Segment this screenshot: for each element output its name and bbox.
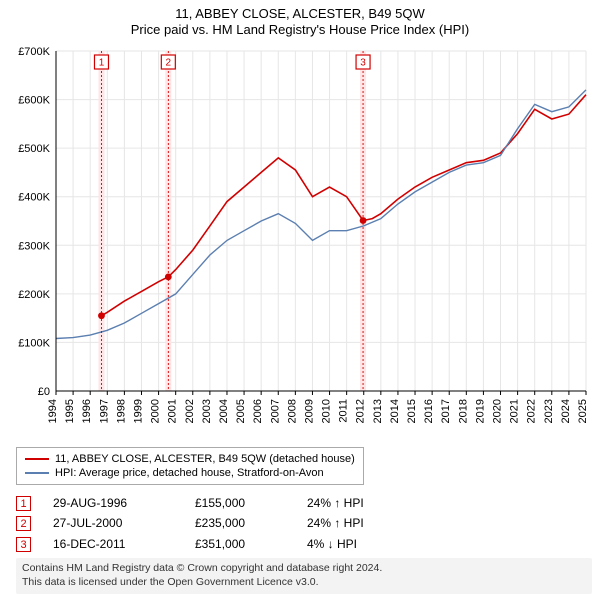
sale-date: 16-DEC-2011 bbox=[53, 534, 173, 554]
legend-item: HPI: Average price, detached house, Stra… bbox=[25, 466, 355, 480]
svg-text:£300K: £300K bbox=[18, 240, 50, 252]
svg-text:2001: 2001 bbox=[167, 399, 179, 423]
svg-text:2024: 2024 bbox=[560, 399, 572, 423]
svg-text:2009: 2009 bbox=[303, 399, 315, 423]
svg-text:1997: 1997 bbox=[98, 399, 110, 423]
sale-vs-hpi: 4% ↓ HPI bbox=[307, 534, 397, 554]
svg-text:2008: 2008 bbox=[286, 399, 298, 423]
svg-text:£500K: £500K bbox=[18, 143, 50, 155]
svg-text:2015: 2015 bbox=[406, 399, 418, 423]
footer-line2: This data is licensed under the Open Gov… bbox=[22, 576, 586, 590]
svg-text:1998: 1998 bbox=[115, 399, 127, 423]
svg-text:2011: 2011 bbox=[338, 399, 350, 423]
chart-title: 11, ABBEY CLOSE, ALCESTER, B49 5QW Price… bbox=[8, 6, 592, 39]
sale-date: 27-JUL-2000 bbox=[53, 513, 173, 533]
svg-text:3: 3 bbox=[360, 57, 366, 68]
svg-text:2019: 2019 bbox=[474, 399, 486, 423]
sale-price: £235,000 bbox=[195, 513, 285, 533]
svg-text:2016: 2016 bbox=[423, 399, 435, 423]
sale-marker: 1 bbox=[16, 496, 31, 511]
footer-line1: Contains HM Land Registry data © Crown c… bbox=[22, 562, 586, 576]
chart-svg: £0 £100K £200K £300K £400K £500K £600K £700K 1 2 3… bbox=[8, 43, 592, 443]
legend-label: 11, ABBEY CLOSE, ALCESTER, B49 5QW (deta… bbox=[55, 452, 355, 466]
svg-text:2010: 2010 bbox=[321, 399, 333, 423]
sale-date: 29-AUG-1996 bbox=[53, 493, 173, 513]
svg-text:2003: 2003 bbox=[201, 399, 213, 423]
legend-swatch bbox=[25, 472, 49, 474]
svg-text:1999: 1999 bbox=[132, 399, 144, 423]
legend-item: 11, ABBEY CLOSE, ALCESTER, B49 5QW (deta… bbox=[25, 452, 355, 466]
svg-text:2022: 2022 bbox=[526, 399, 538, 423]
svg-text:1996: 1996 bbox=[81, 399, 93, 423]
title-line1: 11, ABBEY CLOSE, ALCESTER, B49 5QW bbox=[8, 6, 592, 22]
legend-swatch bbox=[25, 458, 49, 460]
svg-text:1994: 1994 bbox=[47, 399, 59, 423]
svg-text:£100K: £100K bbox=[18, 337, 50, 349]
sale-vs-hpi: 24% ↑ HPI bbox=[307, 493, 397, 513]
svg-text:£700K: £700K bbox=[18, 46, 50, 58]
chart: £0 £100K £200K £300K £400K £500K £600K £700K 1 2 3… bbox=[8, 43, 592, 443]
svg-text:1: 1 bbox=[99, 57, 105, 68]
sale-vs-hpi: 24% ↑ HPI bbox=[307, 513, 397, 533]
svg-text:£200K: £200K bbox=[18, 288, 50, 300]
sale-row: 3 16-DEC-2011 £351,000 4% ↓ HPI bbox=[16, 534, 592, 554]
sales-table: 1 29-AUG-1996 £155,000 24% ↑ HPI 2 27-JUL-200… bbox=[16, 493, 592, 554]
svg-text:2020: 2020 bbox=[492, 398, 504, 422]
svg-text:2002: 2002 bbox=[184, 399, 196, 423]
page: 11, ABBEY CLOSE, ALCESTER, B49 5QW Price… bbox=[0, 0, 600, 590]
svg-text:2: 2 bbox=[166, 57, 172, 68]
svg-text:2014: 2014 bbox=[389, 399, 401, 423]
svg-text:1995: 1995 bbox=[64, 399, 76, 423]
svg-text:2007: 2007 bbox=[269, 399, 281, 423]
title-line2: Price paid vs. HM Land Registry's House … bbox=[8, 22, 592, 38]
sale-marker: 2 bbox=[16, 516, 31, 531]
svg-text:2006: 2006 bbox=[252, 399, 264, 423]
sale-marker: 3 bbox=[16, 537, 31, 552]
svg-text:2012: 2012 bbox=[355, 399, 367, 423]
svg-text:£600K: £600K bbox=[18, 94, 50, 106]
svg-text:2004: 2004 bbox=[218, 399, 230, 423]
svg-text:2018: 2018 bbox=[457, 399, 469, 423]
sale-row: 2 27-JUL-2000 £235,000 24% ↑ HPI bbox=[16, 513, 592, 533]
legend: 11, ABBEY CLOSE, ALCESTER, B49 5QW (deta… bbox=[16, 447, 364, 486]
sale-price: £155,000 bbox=[195, 493, 285, 513]
svg-text:£0: £0 bbox=[38, 386, 50, 398]
svg-text:£400K: £400K bbox=[18, 191, 50, 203]
svg-text:2025: 2025 bbox=[577, 399, 589, 423]
sale-row: 1 29-AUG-1996 £155,000 24% ↑ HPI bbox=[16, 493, 592, 513]
svg-text:2005: 2005 bbox=[235, 399, 247, 423]
attribution-footer: Contains HM Land Registry data © Crown c… bbox=[16, 558, 592, 593]
svg-text:2021: 2021 bbox=[509, 399, 521, 423]
svg-text:2023: 2023 bbox=[543, 399, 555, 423]
legend-label: HPI: Average price, detached house, Stra… bbox=[55, 466, 324, 480]
svg-text:2013: 2013 bbox=[372, 399, 384, 423]
svg-text:2017: 2017 bbox=[440, 399, 452, 423]
svg-text:2000: 2000 bbox=[150, 399, 162, 423]
sale-price: £351,000 bbox=[195, 534, 285, 554]
